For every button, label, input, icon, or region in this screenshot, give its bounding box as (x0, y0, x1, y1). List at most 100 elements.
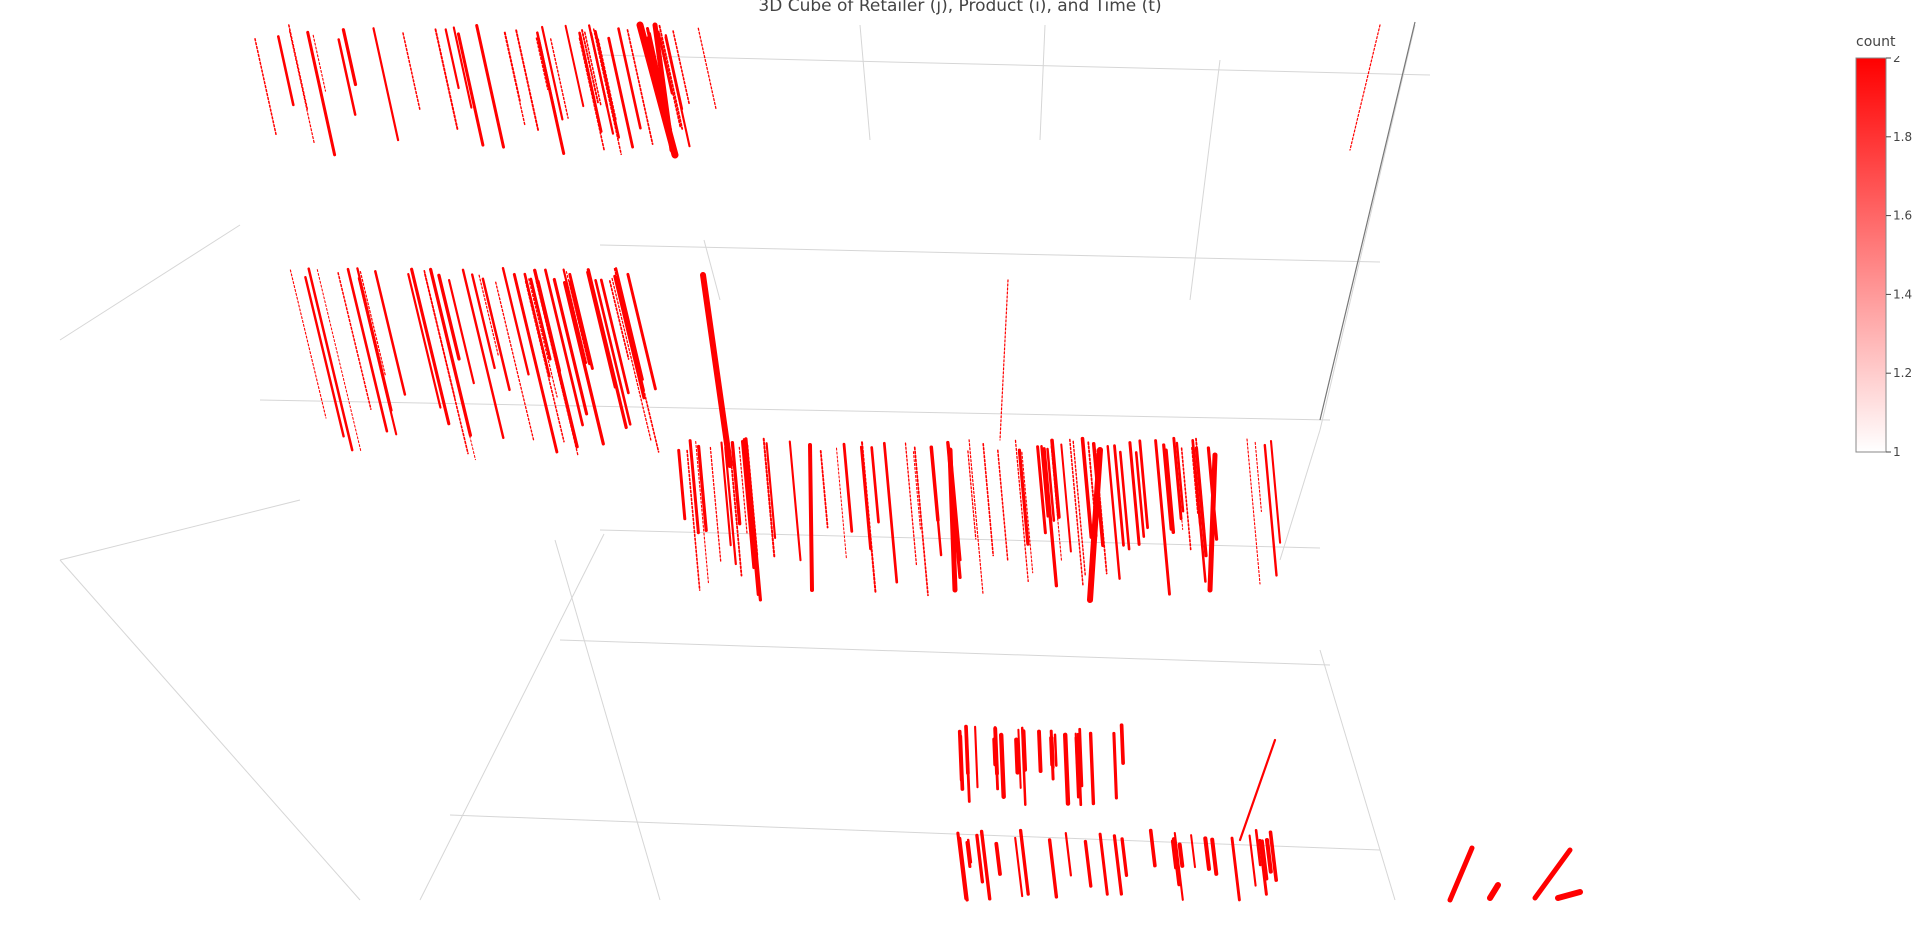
data-strip (1113, 444, 1125, 547)
data-strip (456, 32, 485, 147)
data-strip (471, 273, 496, 370)
data-strip (607, 36, 634, 149)
data-strip (614, 267, 644, 381)
grid-line (59, 224, 241, 341)
data-strip (613, 274, 646, 400)
data-strip (968, 439, 984, 595)
data-strip (1230, 836, 1241, 902)
data-strip (568, 272, 594, 370)
colorbar-ramp (1855, 57, 1887, 453)
data-strip (1017, 728, 1022, 789)
data-strip (316, 269, 362, 452)
data-strip (1207, 452, 1218, 593)
data-strip (1258, 838, 1268, 896)
data-strip (1172, 436, 1183, 521)
data-strip (979, 829, 992, 901)
data-strip (1447, 845, 1475, 903)
grid-line (1319, 24, 1416, 431)
data-strip (544, 268, 584, 427)
data-strip (696, 444, 708, 533)
data-strip (475, 24, 505, 149)
data-strip (1037, 729, 1043, 774)
data-strip (720, 441, 732, 547)
data-strip (686, 449, 701, 591)
data-strip (747, 444, 759, 556)
data-strip (1555, 889, 1583, 901)
data-strip (533, 268, 579, 449)
grid-line (554, 539, 661, 901)
data-strip (337, 38, 357, 116)
grid-line (59, 499, 301, 561)
data-strip (929, 445, 940, 522)
data-strip (1532, 847, 1573, 901)
data-strip (947, 447, 958, 593)
data-strip (677, 448, 687, 521)
data-strip (599, 278, 630, 395)
data-strip (1264, 837, 1273, 874)
colorbar-tick-label: 1 (1893, 445, 1901, 456)
data-strip (1014, 737, 1020, 775)
grid-line (59, 559, 361, 901)
data-strip (744, 437, 763, 602)
data-strip (882, 441, 899, 584)
data-strip (1018, 828, 1030, 896)
data-strip (1080, 436, 1094, 539)
data-strip (672, 30, 691, 106)
data-strip (965, 840, 972, 869)
data-strip (448, 279, 475, 385)
data-strip (552, 277, 589, 416)
data-strip (964, 724, 970, 775)
data-strip (697, 27, 717, 111)
data-strip (738, 446, 748, 534)
data-strip (870, 446, 880, 524)
data-strip (452, 26, 473, 109)
data-strip (372, 27, 400, 142)
data-strip (1078, 727, 1084, 788)
data-strip (410, 267, 451, 426)
data-strip (762, 437, 776, 559)
data-strip (1191, 446, 1199, 514)
data-strip (729, 449, 743, 577)
data-strip (1088, 731, 1096, 806)
data-strip (587, 24, 615, 135)
data-strip (565, 271, 590, 365)
data-strip (1194, 446, 1208, 558)
data-strip (608, 280, 630, 360)
colorbar-ticks: 1 1.2 1.4 1.6 1.8 2 (1886, 56, 1912, 456)
data-strip (700, 272, 733, 468)
grid-line (1319, 649, 1396, 901)
data-strip (1119, 450, 1131, 551)
data-strip (306, 30, 337, 157)
data-strip (594, 29, 621, 139)
data-strip (1254, 441, 1262, 512)
data-strip (1128, 441, 1141, 546)
data-strip (536, 37, 566, 155)
chart-title: 3D Cube of Retailer (j), Product (i), an… (758, 0, 1162, 16)
colorbar-tick-label: 1.2 (1893, 366, 1912, 380)
data-strip (1238, 738, 1277, 842)
data-strip (346, 267, 389, 433)
data-strip (904, 442, 918, 566)
point-cloud (254, 21, 1583, 903)
data-strip (730, 440, 742, 526)
data-strip (586, 271, 616, 389)
data-strip (481, 277, 511, 392)
data-strip (626, 29, 654, 145)
data-strip (1112, 731, 1118, 800)
data-strip (1349, 24, 1381, 151)
data-strip (994, 841, 1002, 876)
data-strip (1062, 732, 1071, 806)
data-strip (1053, 733, 1058, 767)
data-strip (1268, 830, 1278, 882)
data-strip (515, 29, 540, 133)
data-strip (1074, 732, 1078, 765)
data-strip (1036, 445, 1047, 535)
data-strip (407, 273, 442, 409)
data-strip (1254, 828, 1262, 867)
data-strip (664, 34, 684, 111)
data-strip (975, 833, 985, 884)
grid-line (419, 533, 605, 901)
data-strip (1190, 834, 1196, 869)
